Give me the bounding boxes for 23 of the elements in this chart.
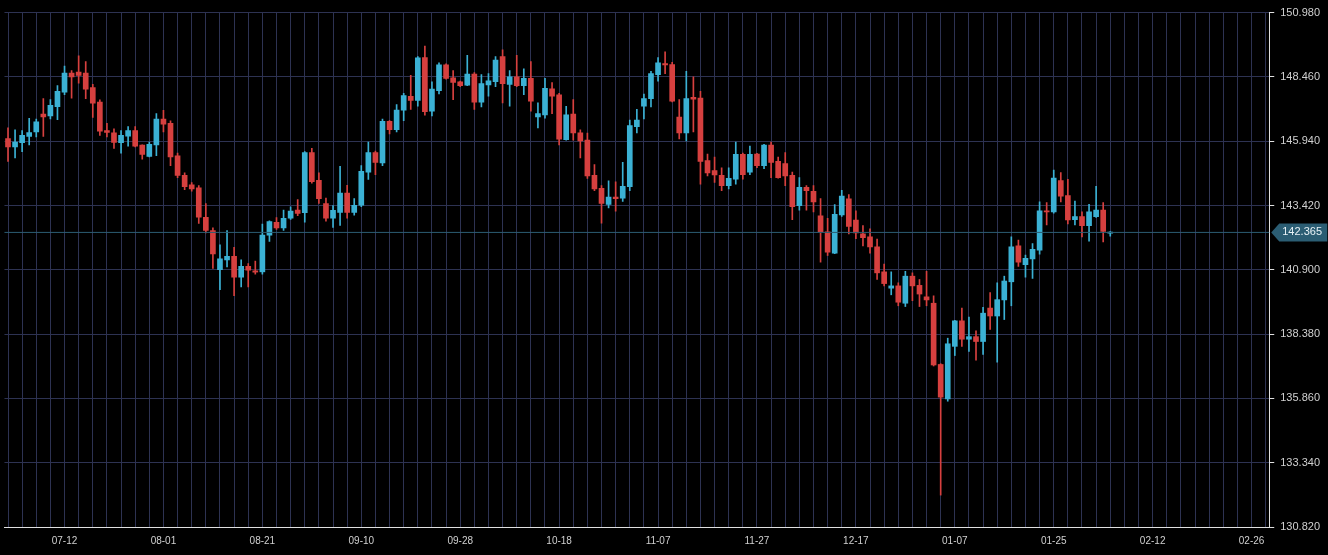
- y-tick-label: 148.460: [1280, 69, 1320, 82]
- y-tick-label: 135.860: [1280, 391, 1320, 404]
- x-tick-label: 12-17: [843, 534, 870, 546]
- x-tick-label: 02-26: [1238, 534, 1265, 546]
- ref-line-label: 142.365: [1282, 225, 1322, 238]
- x-tick-label: 09-10: [348, 534, 375, 546]
- x-tick-label: 11-07: [645, 534, 671, 546]
- y-tick-label: 143.420: [1280, 198, 1320, 211]
- x-tick-label: 07-12: [51, 534, 78, 546]
- x-tick-label: 08-01: [150, 534, 177, 546]
- y-tick-label: 130.820: [1280, 520, 1320, 533]
- x-tick-label: 02-12: [1139, 534, 1166, 546]
- x-tick-label: 01-25: [1040, 534, 1067, 546]
- x-tick-label: 10-18: [546, 534, 573, 546]
- y-tick-label: 133.340: [1280, 455, 1320, 468]
- x-tick-label: 09-28: [447, 534, 474, 546]
- x-tick-label: 11-27: [744, 534, 770, 546]
- y-tick-label: 138.380: [1280, 327, 1320, 340]
- y-tick-label: 145.940: [1280, 134, 1320, 147]
- x-tick-label: 01-07: [942, 534, 969, 546]
- y-tick-label: 150.980: [1280, 5, 1320, 18]
- x-tick-label: 08-21: [249, 534, 276, 546]
- y-tick-label: 140.900: [1280, 262, 1320, 275]
